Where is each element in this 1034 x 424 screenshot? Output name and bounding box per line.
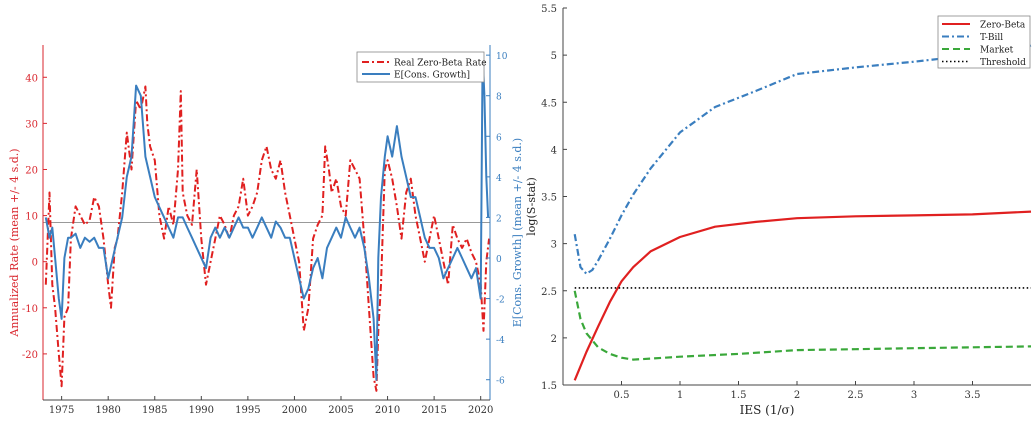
left-y-tick-label: 0 xyxy=(32,258,38,269)
series-line-t-bill xyxy=(573,44,1032,275)
legend-label: Threshold xyxy=(980,58,1026,68)
x-tick-label: 2000 xyxy=(282,405,307,416)
left-y-tick-label: -10 xyxy=(22,304,38,315)
x-tick-label: 2020 xyxy=(468,405,493,416)
x-tick-label: 3 xyxy=(911,390,917,401)
legend-label: Market xyxy=(980,46,1014,56)
series-line-zero-beta xyxy=(573,210,1032,381)
x-tick-label: 1975 xyxy=(49,405,74,416)
left-y-tick-label: 10 xyxy=(25,212,38,223)
x-tick-label: 1990 xyxy=(189,405,214,416)
legend-label: T-Bill xyxy=(980,33,1003,43)
series-line-market xyxy=(573,290,1032,361)
legend-label: E[Cons. Growth] xyxy=(394,71,470,81)
right-y-tick-label: 4 xyxy=(496,174,502,184)
y-tick-label: 5 xyxy=(551,51,557,62)
x-tick-label: 2015 xyxy=(421,405,446,416)
right-legend: Zero-Beta T-Bill Market Threshold xyxy=(937,15,1031,69)
left-y-axis-title: Annualized Rate (mean +/- 4 s.d.) xyxy=(8,148,21,337)
x-tick-label: 3.5 xyxy=(965,390,981,401)
x-tick-label: 1.5 xyxy=(731,390,747,401)
y-tick-label: 4 xyxy=(551,145,557,156)
right-y-tick-label: -6 xyxy=(496,377,505,387)
legend-label: Real Zero-Beta Rate xyxy=(394,59,487,69)
x-tick-label: 2005 xyxy=(328,405,353,416)
right-y-tick-label: -2 xyxy=(496,296,505,306)
legend-label: Zero-Beta xyxy=(980,21,1026,31)
left-y-tick-label: 20 xyxy=(25,165,38,176)
right-y-tick-label: 0 xyxy=(496,255,502,265)
series-line-cons-growth xyxy=(44,54,490,381)
x-tick-label: 1985 xyxy=(142,405,167,416)
series-line-zero-beta-rate xyxy=(44,85,491,392)
left-y-tick-label: 30 xyxy=(25,119,38,130)
right-y-tick-label: 10 xyxy=(496,52,508,62)
y-tick-label: 1.5 xyxy=(541,381,557,392)
left-legend: Real Zero-Beta Rate E[Cons. Growth] xyxy=(356,51,487,83)
x-tick-label: 1 xyxy=(677,390,683,401)
right-y-tick-label: 6 xyxy=(496,133,502,143)
right-chart: 0.5 1 1.5 2 2.5 3 3.5 1.5 2 2.5 3 3.5 4 4.5 5 5.5 IES (1… xyxy=(525,4,1032,417)
y-tick-label: 3 xyxy=(551,240,557,251)
right-y-tick-label: 8 xyxy=(496,93,502,103)
x-tick-label: 0.5 xyxy=(614,390,630,401)
right-y-axis-title: E[Cons. Growth] (mean +/- 4 s.d.) xyxy=(511,138,524,327)
x-axis-title: IES (1/σ) xyxy=(740,403,795,417)
y-tick-label: 4.5 xyxy=(541,98,557,109)
y-tick-label: 5.5 xyxy=(541,4,557,15)
right-y-tick-label: -4 xyxy=(496,336,505,346)
y-tick-label: 2.5 xyxy=(541,287,557,298)
left-chart: 1975 1980 1985 1990 1995 2000 2005 2010 2015 2020… xyxy=(8,45,524,416)
x-tick-label: 2010 xyxy=(375,405,400,416)
x-tick-label: 2 xyxy=(794,390,800,401)
y-tick-label: 3.5 xyxy=(541,193,557,204)
x-tick-label: 1995 xyxy=(235,405,260,416)
y-axis-title: log(S-stat) xyxy=(525,177,538,235)
legend-box xyxy=(356,51,485,83)
left-y-tick-label: -20 xyxy=(22,350,38,361)
x-tick-label: 1980 xyxy=(95,405,120,416)
right-y-tick-label: 2 xyxy=(496,214,502,224)
left-y-tick-label: 40 xyxy=(25,73,38,84)
y-tick-label: 2 xyxy=(551,334,557,345)
x-tick-label: 2.5 xyxy=(848,390,864,401)
